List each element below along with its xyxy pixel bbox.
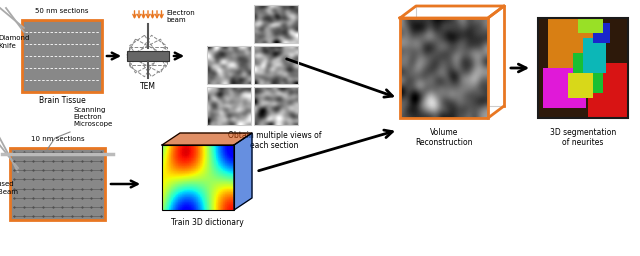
Bar — [254, 87, 298, 125]
Polygon shape — [416, 6, 504, 106]
Text: Scanning
Electron
Microscope: Scanning Electron Microscope — [73, 107, 112, 127]
Bar — [207, 87, 251, 125]
Bar — [10, 148, 105, 220]
Text: 3D segmentation
of neurites: 3D segmentation of neurites — [550, 128, 616, 147]
Text: Focused
Ion Beam: Focused Ion Beam — [0, 182, 18, 195]
Text: 10 nm sections: 10 nm sections — [31, 136, 84, 142]
Text: Diamond
Knife: Diamond Knife — [0, 36, 29, 48]
Polygon shape — [162, 133, 252, 145]
Bar — [127, 51, 169, 61]
Text: Obtain multiple views of
each section: Obtain multiple views of each section — [228, 131, 321, 151]
Polygon shape — [234, 133, 252, 210]
Bar — [162, 145, 234, 210]
Bar — [254, 5, 298, 43]
Bar — [538, 18, 628, 118]
Bar — [22, 20, 102, 92]
Text: Brain Tissue: Brain Tissue — [38, 96, 85, 105]
Text: TEM: TEM — [140, 82, 156, 91]
Text: 50 nm sections: 50 nm sections — [35, 8, 89, 14]
Text: Volume
Reconstruction: Volume Reconstruction — [415, 128, 473, 147]
Text: Train 3D dictionary: Train 3D dictionary — [171, 218, 243, 227]
Text: Electron
beam: Electron beam — [166, 10, 195, 23]
Bar — [207, 46, 251, 84]
Bar — [400, 18, 488, 118]
Bar — [254, 46, 298, 84]
